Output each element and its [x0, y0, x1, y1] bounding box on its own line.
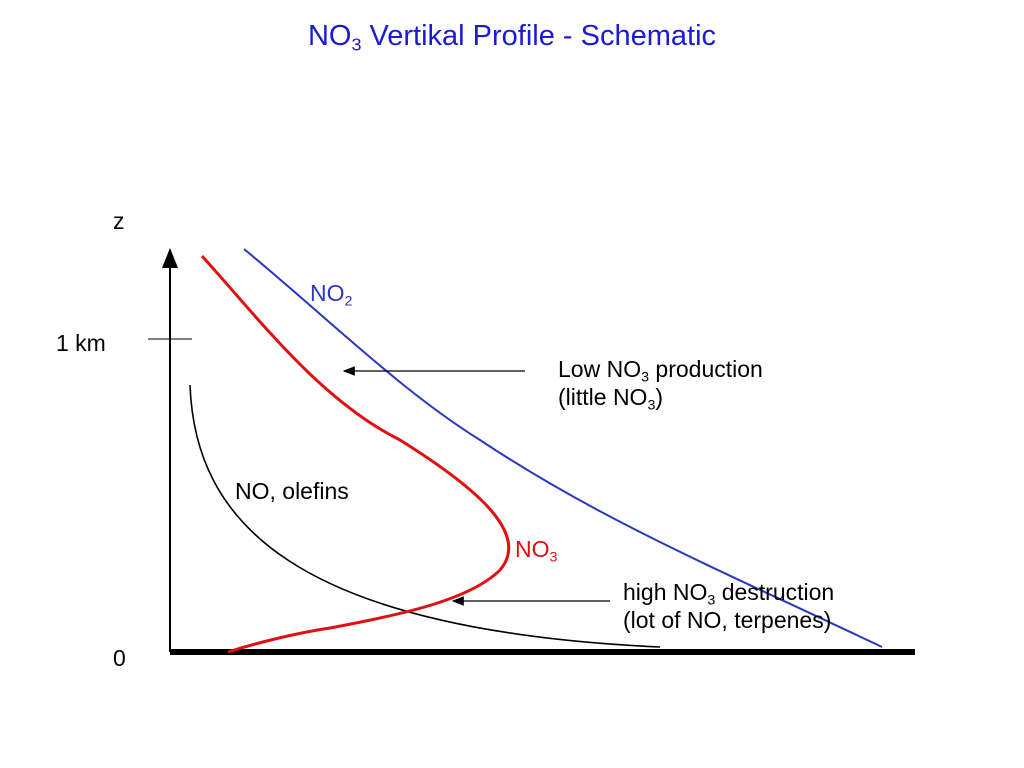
high-destruction-annotation: high NO3 destruction (lot of NO, terpene… — [623, 579, 834, 634]
no3-label: NO3 — [515, 536, 558, 566]
no3-curve — [200, 254, 511, 654]
z-axis-label: z — [113, 208, 125, 234]
page-title: NO3 Vertikal Profile - Schematic — [307, 20, 717, 55]
km-label: 1 km — [56, 330, 106, 356]
no-olefins-curve — [189, 384, 661, 648]
no2-curve — [243, 248, 883, 648]
no-olefins-label: NO, olefins — [235, 478, 349, 504]
low-production-line1: Low NO3 production — [558, 356, 763, 386]
low-production-annotation: Low NO3 production (little NO3) — [558, 356, 763, 413]
no2-label: NO2 — [310, 280, 353, 310]
low-production-line2: (little NO3) — [558, 383, 664, 413]
high-destruction-line1: high NO3 destruction — [623, 579, 835, 609]
high-destruction-line2: (lot of NO, terpenes) — [623, 606, 832, 633]
zero-label: 0 — [113, 645, 126, 671]
